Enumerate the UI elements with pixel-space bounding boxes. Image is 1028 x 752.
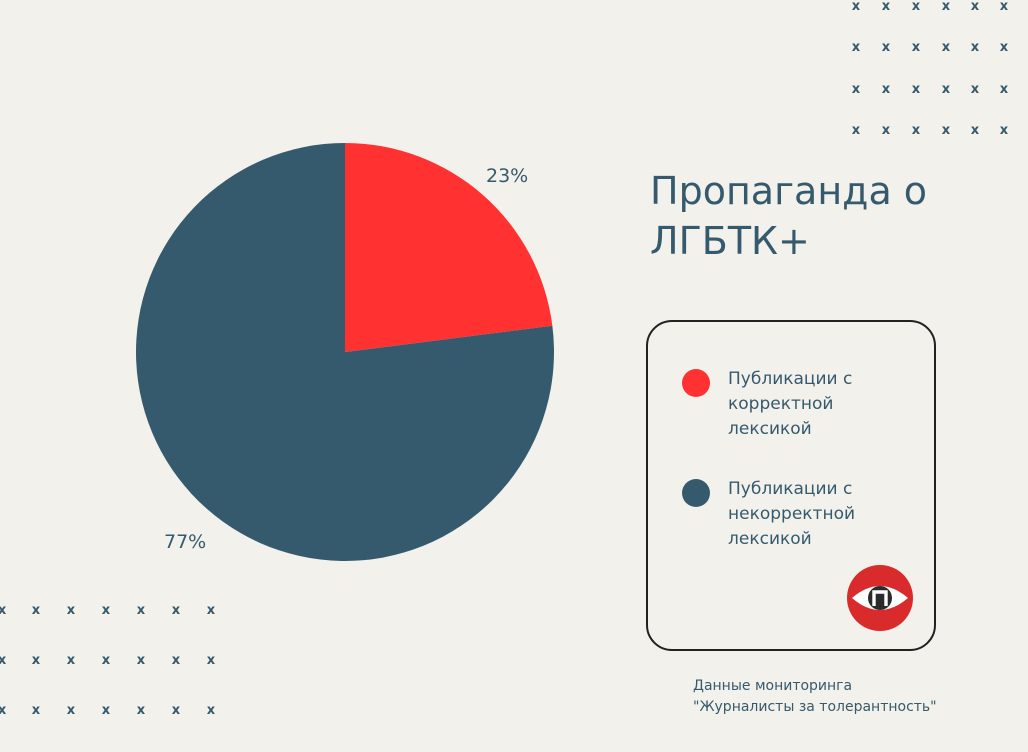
- decor-x-mark: x: [102, 603, 111, 618]
- decor-x-mark: x: [852, 82, 861, 97]
- decor-x-mark: x: [971, 123, 980, 138]
- eye-logo-icon: [847, 565, 913, 631]
- decor-x-mark: x: [0, 703, 7, 718]
- decor-x-grid-top: x x x x x x x x x x x x x x x x x x x x x x x x: [852, 0, 1009, 138]
- decor-x-mark: x: [172, 703, 181, 718]
- decor-x-mark: x: [942, 82, 951, 97]
- decor-x-grid-bottom: x x x x x x x x x x x x x x x x x x x x x: [0, 603, 216, 718]
- decor-x-mark: x: [942, 40, 951, 55]
- decor-x-mark: x: [172, 603, 181, 618]
- decor-x-mark: x: [942, 123, 951, 138]
- decor-x-mark: x: [137, 653, 146, 668]
- decor-x-mark: x: [971, 0, 980, 14]
- pie-label-correct: 23%: [486, 165, 528, 187]
- decor-x-mark: x: [912, 82, 921, 97]
- decor-x-mark: x: [67, 703, 76, 718]
- decor-x-mark: x: [1000, 40, 1009, 55]
- legend-label-incorrect: Публикации с некорректной лексикой: [728, 479, 856, 549]
- pie-slice-incorrect: [135, 143, 554, 561]
- decor-x-mark: x: [971, 40, 980, 55]
- source-note: Данные мониторинга "Журналисты за толера…: [693, 676, 993, 718]
- decor-x-mark: x: [32, 653, 41, 668]
- decor-x-mark: x: [137, 703, 146, 718]
- chart-title: Пропаганда о ЛГБТК+: [650, 169, 928, 263]
- decor-x-mark: x: [207, 703, 216, 718]
- pie-label-incorrect: 77%: [164, 531, 206, 553]
- legend-label-correct: Публикации с корректной лексикой: [728, 369, 853, 439]
- decor-x-mark: x: [852, 40, 861, 55]
- source-line-2: "Журналисты за толерантность": [693, 699, 937, 715]
- decor-x-mark: x: [172, 653, 181, 668]
- decor-x-mark: x: [852, 123, 861, 138]
- decor-x-mark: x: [882, 0, 891, 14]
- pie-slice-correct: [345, 143, 553, 352]
- decor-x-mark: x: [207, 603, 216, 618]
- pie-chart: [135, 143, 554, 561]
- decor-x-mark: x: [882, 123, 891, 138]
- decor-x-mark: x: [0, 653, 7, 668]
- decor-x-mark: x: [882, 40, 891, 55]
- decor-x-mark: x: [1000, 123, 1009, 138]
- decor-x-mark: x: [1000, 0, 1009, 14]
- decor-x-mark: x: [137, 603, 146, 618]
- decor-x-mark: x: [32, 703, 41, 718]
- source-line-1: Данные мониторинга: [693, 678, 853, 694]
- decor-x-mark: x: [67, 653, 76, 668]
- legend-swatch-incorrect: [682, 479, 710, 507]
- decor-x-mark: x: [0, 603, 7, 618]
- decor-x-mark: x: [971, 82, 980, 97]
- decor-x-mark: x: [1000, 82, 1009, 97]
- decor-x-mark: x: [912, 123, 921, 138]
- decor-x-mark: x: [102, 653, 111, 668]
- decor-x-mark: x: [942, 0, 951, 14]
- decor-x-mark: x: [67, 603, 76, 618]
- decor-x-mark: x: [912, 40, 921, 55]
- legend-swatch-correct: [682, 369, 710, 397]
- decor-x-mark: x: [102, 703, 111, 718]
- legend: Публикации с корректной лексикой Публика…: [646, 320, 936, 651]
- decor-x-mark: x: [882, 82, 891, 97]
- decor-x-mark: x: [207, 653, 216, 668]
- decor-x-mark: x: [912, 0, 921, 14]
- decor-x-mark: x: [852, 0, 861, 14]
- decor-x-mark: x: [32, 603, 41, 618]
